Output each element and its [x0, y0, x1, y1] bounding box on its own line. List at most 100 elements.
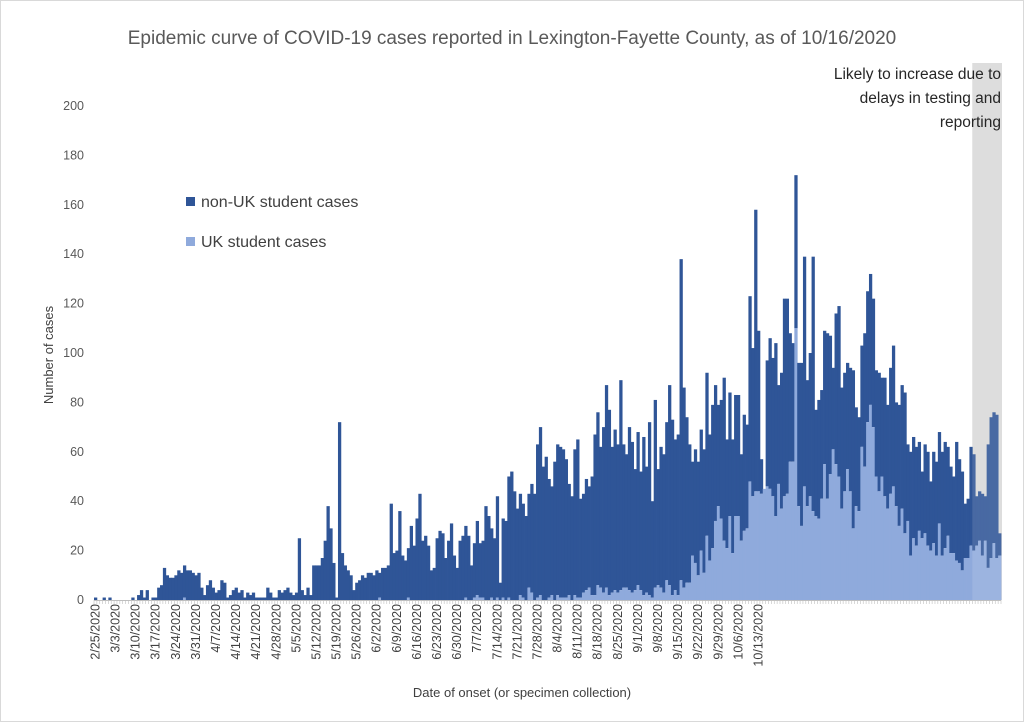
bar-uk: [688, 582, 692, 600]
bar-non-uk: [868, 273, 873, 405]
bar-uk: [604, 587, 609, 600]
bar-non-uk: [754, 209, 758, 492]
bar-uk: [923, 533, 927, 600]
bar-non-uk: [817, 399, 821, 519]
bar-uk: [949, 553, 953, 600]
bar-uk: [682, 587, 686, 600]
bar-uk: [886, 508, 890, 600]
bar-uk: [897, 525, 901, 600]
bar-non-uk: [894, 402, 899, 507]
bar-non-uk: [702, 449, 706, 573]
bar-uk: [952, 553, 956, 600]
bar-non-uk: [217, 590, 221, 600]
bar-non-uk: [685, 417, 689, 583]
bar-uk: [679, 580, 683, 600]
bar-uk: [894, 506, 899, 600]
bar-non-uk: [708, 434, 712, 561]
bar-uk: [507, 597, 511, 600]
bar-non-uk: [289, 592, 293, 600]
bar-non-uk: [467, 535, 471, 600]
x-tick-label: 6/9/2020: [390, 604, 404, 653]
bar-non-uk: [613, 429, 617, 591]
bar-uk: [587, 587, 591, 600]
x-axis-title: Date of onset (or specimen collection): [413, 685, 631, 700]
bar-non-uk: [696, 461, 701, 576]
bar-uk: [530, 592, 534, 600]
bar-non-uk: [665, 422, 669, 581]
bar-uk: [748, 481, 752, 600]
bar-uk: [561, 597, 566, 600]
bar-non-uk: [510, 471, 514, 600]
bar-non-uk: [234, 587, 238, 600]
bar-non-uk: [237, 592, 241, 600]
bar-uk: [668, 585, 672, 600]
bar-non-uk: [547, 478, 551, 598]
bar-non-uk: [372, 575, 376, 600]
bar-non-uk: [194, 575, 198, 600]
bar-non-uk: [177, 570, 181, 600]
bar-non-uk: [731, 439, 735, 554]
bar-non-uk: [421, 540, 425, 600]
bar-non-uk: [802, 256, 807, 487]
bar-non-uk: [461, 535, 465, 600]
bar-uk: [725, 548, 729, 600]
bar-non-uk: [366, 572, 370, 600]
bar-non-uk: [470, 565, 474, 600]
bar-non-uk: [409, 525, 413, 600]
bar-uk: [713, 520, 718, 600]
bar-uk: [547, 597, 551, 600]
bar-non-uk: [223, 582, 227, 600]
bar-non-uk: [860, 345, 864, 447]
bar-uk: [906, 520, 910, 600]
bar-non-uk: [389, 503, 393, 600]
bar-non-uk: [561, 449, 566, 598]
bar-non-uk: [487, 516, 491, 600]
bar-non-uk: [656, 469, 660, 586]
bar-uk: [705, 535, 709, 600]
bar-uk: [472, 597, 477, 600]
bar-non-uk: [151, 597, 155, 600]
bar-uk: [771, 496, 775, 600]
y-tick-label: 40: [70, 494, 84, 508]
x-tick-label: 3/10/2020: [129, 604, 143, 660]
bar-uk: [728, 516, 732, 600]
bar-non-uk: [906, 444, 910, 521]
x-tick-label: 9/8/2020: [651, 604, 665, 653]
bar-non-uk: [533, 493, 537, 600]
bar-non-uk: [630, 441, 635, 593]
bar-non-uk: [515, 508, 520, 600]
bar-uk: [630, 592, 635, 600]
bar-non-uk: [797, 362, 801, 507]
x-tick-label: 9/22/2020: [691, 604, 705, 660]
bar-non-uk: [530, 483, 534, 593]
bar-non-uk: [978, 491, 982, 541]
bar-uk: [691, 555, 695, 600]
bar-non-uk: [131, 597, 135, 600]
bar-non-uk: [306, 587, 310, 600]
bar-uk: [406, 597, 411, 600]
bar-uk: [536, 597, 540, 600]
bar-non-uk: [292, 595, 296, 600]
bar-uk: [757, 491, 761, 600]
bar-non-uk: [501, 518, 505, 598]
y-tick-label: 160: [63, 198, 84, 212]
bar-non-uk: [596, 412, 600, 586]
bar-non-uk: [785, 298, 790, 494]
bar-non-uk: [851, 370, 856, 529]
bar-uk: [840, 508, 844, 600]
bar-uk: [854, 506, 858, 600]
bar-uk: [877, 491, 881, 600]
bar-non-uk: [877, 372, 881, 492]
bar-non-uk: [418, 493, 422, 600]
x-tick-label: 10/13/2020: [751, 604, 765, 667]
bar-non-uk: [403, 560, 408, 600]
bar-non-uk: [220, 580, 224, 600]
x-tick-label: 6/23/2020: [430, 604, 444, 660]
bar-uk: [599, 587, 603, 600]
bar-non-uk: [162, 567, 167, 600]
bar-uk: [751, 496, 755, 600]
bar-uk: [920, 538, 924, 600]
bar-non-uk: [343, 565, 347, 600]
bar-non-uk: [317, 565, 322, 600]
bar-non-uk: [808, 353, 812, 497]
